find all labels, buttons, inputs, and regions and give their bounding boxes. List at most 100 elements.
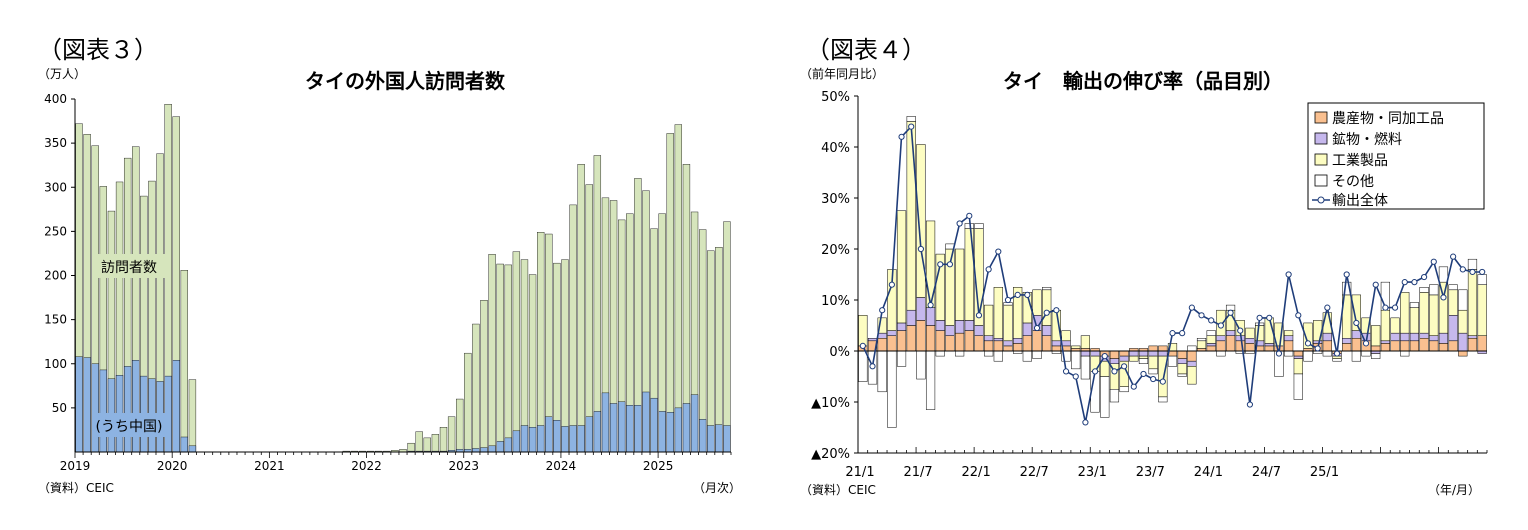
y-tick-label: 300 bbox=[44, 180, 67, 194]
visitors-total-bar bbox=[699, 229, 707, 453]
visitors-china-bar bbox=[504, 437, 512, 453]
manuf-bar bbox=[1138, 355, 1149, 359]
chart1-y-unit: （万人） bbox=[38, 67, 86, 81]
visitors-china-bar bbox=[91, 363, 99, 453]
mineral-bar bbox=[1322, 332, 1332, 342]
chart1-x-ticks: 2019 2020 2021 2022 2023 2024 2025 bbox=[60, 452, 732, 473]
visitors-china-bar bbox=[690, 394, 699, 453]
y-tick-label: 20% bbox=[821, 243, 850, 258]
agri-bar bbox=[1351, 338, 1361, 352]
total-export-point bbox=[1053, 307, 1060, 314]
total-export-line bbox=[862, 124, 1483, 423]
visitors-china-bar bbox=[666, 412, 674, 453]
agri-bar bbox=[1158, 345, 1168, 352]
visitors-china-bar bbox=[512, 430, 521, 453]
visitors-total-bar bbox=[707, 250, 715, 453]
chart1-x-unit: （月次） bbox=[693, 481, 741, 495]
mineral-bar bbox=[1051, 340, 1061, 347]
other-bar bbox=[925, 350, 936, 410]
mineral-bar bbox=[1042, 325, 1052, 336]
agri-bar bbox=[1380, 343, 1390, 352]
agri-bar bbox=[1225, 335, 1236, 352]
total-export-point bbox=[1333, 350, 1341, 357]
visitors-china-bar bbox=[682, 403, 691, 453]
visitors-china-bar bbox=[172, 360, 180, 453]
manuf-bar bbox=[906, 121, 916, 311]
visitors-total-bar bbox=[464, 352, 472, 453]
manuf-bar bbox=[1274, 322, 1284, 347]
total-export-point bbox=[1237, 327, 1244, 334]
mineral-bar bbox=[1438, 332, 1449, 344]
manuf-bar bbox=[1419, 292, 1429, 334]
agri-bar bbox=[867, 340, 878, 352]
manuf-bar bbox=[1429, 294, 1439, 336]
manuf-bar bbox=[1255, 325, 1265, 342]
total-export-point bbox=[1430, 258, 1437, 265]
agri-bar bbox=[1255, 345, 1265, 352]
agri-bar bbox=[1342, 343, 1352, 352]
agri-bar bbox=[935, 330, 945, 352]
agri-bar bbox=[945, 335, 955, 352]
visitors-total-bar bbox=[520, 259, 529, 453]
agri-bar bbox=[1390, 340, 1400, 352]
mineral-bar bbox=[887, 330, 897, 336]
total-export-point bbox=[1004, 296, 1012, 304]
agri-bar bbox=[1274, 345, 1284, 352]
manuf-bar bbox=[1022, 292, 1032, 324]
other-bar bbox=[1187, 345, 1197, 352]
manuf-bar bbox=[1313, 320, 1323, 342]
total-export-point bbox=[1372, 281, 1379, 288]
total-export-point bbox=[1246, 401, 1254, 408]
other-bar bbox=[1458, 289, 1468, 311]
agri-bar bbox=[1109, 350, 1120, 359]
chart1-annotation-china-bg bbox=[93, 413, 165, 437]
visitors-total-bar bbox=[496, 263, 504, 453]
other-bar bbox=[916, 350, 926, 380]
legend-label-agri: 農産物・同加工品 bbox=[1332, 111, 1444, 127]
manuf-bar bbox=[1467, 269, 1478, 336]
manuf-bar bbox=[1177, 363, 1187, 375]
visitors-china-bar bbox=[634, 405, 642, 453]
visitors-china-bar bbox=[626, 405, 634, 453]
total-export-point bbox=[1062, 368, 1070, 375]
mineral-bar bbox=[1090, 350, 1100, 357]
other-bar bbox=[1071, 350, 1081, 370]
manuf-bar bbox=[1351, 294, 1361, 331]
manuf-bar bbox=[1196, 340, 1207, 349]
total-export-point bbox=[1353, 319, 1360, 327]
legend-label-mineral: 鉱物・燃料 bbox=[1332, 131, 1402, 148]
x-tick-label: 21/7 bbox=[903, 465, 932, 480]
manuf-bar bbox=[1187, 366, 1197, 385]
visitors-total-bar bbox=[439, 427, 448, 453]
total-export-point bbox=[1179, 330, 1186, 337]
mineral-bar bbox=[1148, 350, 1158, 357]
agri-bar bbox=[984, 340, 994, 352]
other-bar bbox=[1100, 376, 1110, 418]
agri-bar bbox=[1264, 345, 1274, 352]
agri-bar bbox=[1284, 340, 1294, 352]
other-bar bbox=[1284, 350, 1294, 357]
mineral-bar bbox=[1245, 338, 1255, 344]
agri-bar bbox=[1245, 343, 1255, 352]
total-export-point bbox=[1159, 378, 1166, 385]
other-bar bbox=[1061, 350, 1071, 362]
other-bar bbox=[1090, 371, 1100, 413]
other-bar bbox=[877, 350, 887, 393]
y-tick-label: 350 bbox=[44, 136, 67, 150]
agri-bar bbox=[1061, 345, 1071, 352]
manuf-bar bbox=[1332, 355, 1342, 359]
agri-bar bbox=[1477, 335, 1487, 352]
mineral-bar bbox=[1371, 350, 1381, 354]
mineral-bar bbox=[1225, 330, 1236, 336]
manuf-bar bbox=[1206, 335, 1216, 344]
agri-bar bbox=[1400, 340, 1410, 352]
visitors-total-bar bbox=[504, 264, 512, 453]
visitors-china-bar bbox=[99, 369, 107, 453]
chart2-y-unit: （前年同月比） bbox=[800, 66, 884, 81]
manuf-bar bbox=[877, 317, 887, 334]
visitors-total-bar bbox=[456, 398, 464, 453]
mineral-bar bbox=[935, 320, 945, 331]
manuf-bar bbox=[1477, 284, 1487, 336]
other-bar bbox=[1477, 274, 1487, 285]
other-bar bbox=[1216, 350, 1226, 357]
